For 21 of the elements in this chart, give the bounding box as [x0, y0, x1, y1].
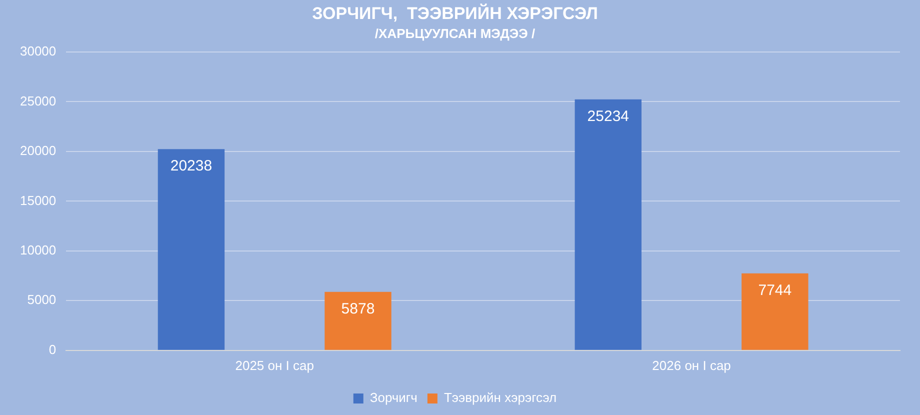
- y-tick-label: 0: [48, 342, 56, 357]
- bar: [158, 149, 225, 350]
- x-tick-label: 2026 он I сар: [652, 358, 731, 373]
- legend-label: Зорчигч: [370, 390, 418, 406]
- chart-subtitle: /ХАРЬЦУУЛСАН МЭДЭЭ /: [374, 26, 536, 41]
- legend-label: Тээврийн хэрэгсэл: [444, 390, 557, 406]
- data-label: 5878: [341, 300, 375, 318]
- y-tick-label: 15000: [20, 192, 56, 208]
- bar: [742, 273, 808, 350]
- y-tick-label: 10000: [20, 242, 56, 258]
- bar: [324, 292, 392, 350]
- chart-title: ЗОРЧИГЧ, ТЭЭВРИЙН ХЭРЭГСЭЛ: [312, 2, 598, 23]
- data-label: 25234: [587, 108, 630, 126]
- y-tick-label: 20000: [20, 143, 56, 158]
- y-tick-label: 5000: [27, 292, 56, 308]
- y-tick-label: 25000: [20, 93, 56, 108]
- data-label: 7744: [758, 282, 792, 300]
- y-tick-label: 30000: [20, 44, 56, 59]
- x-tick-label: 2025 он I сар: [235, 358, 314, 373]
- bar: [574, 99, 642, 350]
- data-label: 20238: [170, 158, 212, 175]
